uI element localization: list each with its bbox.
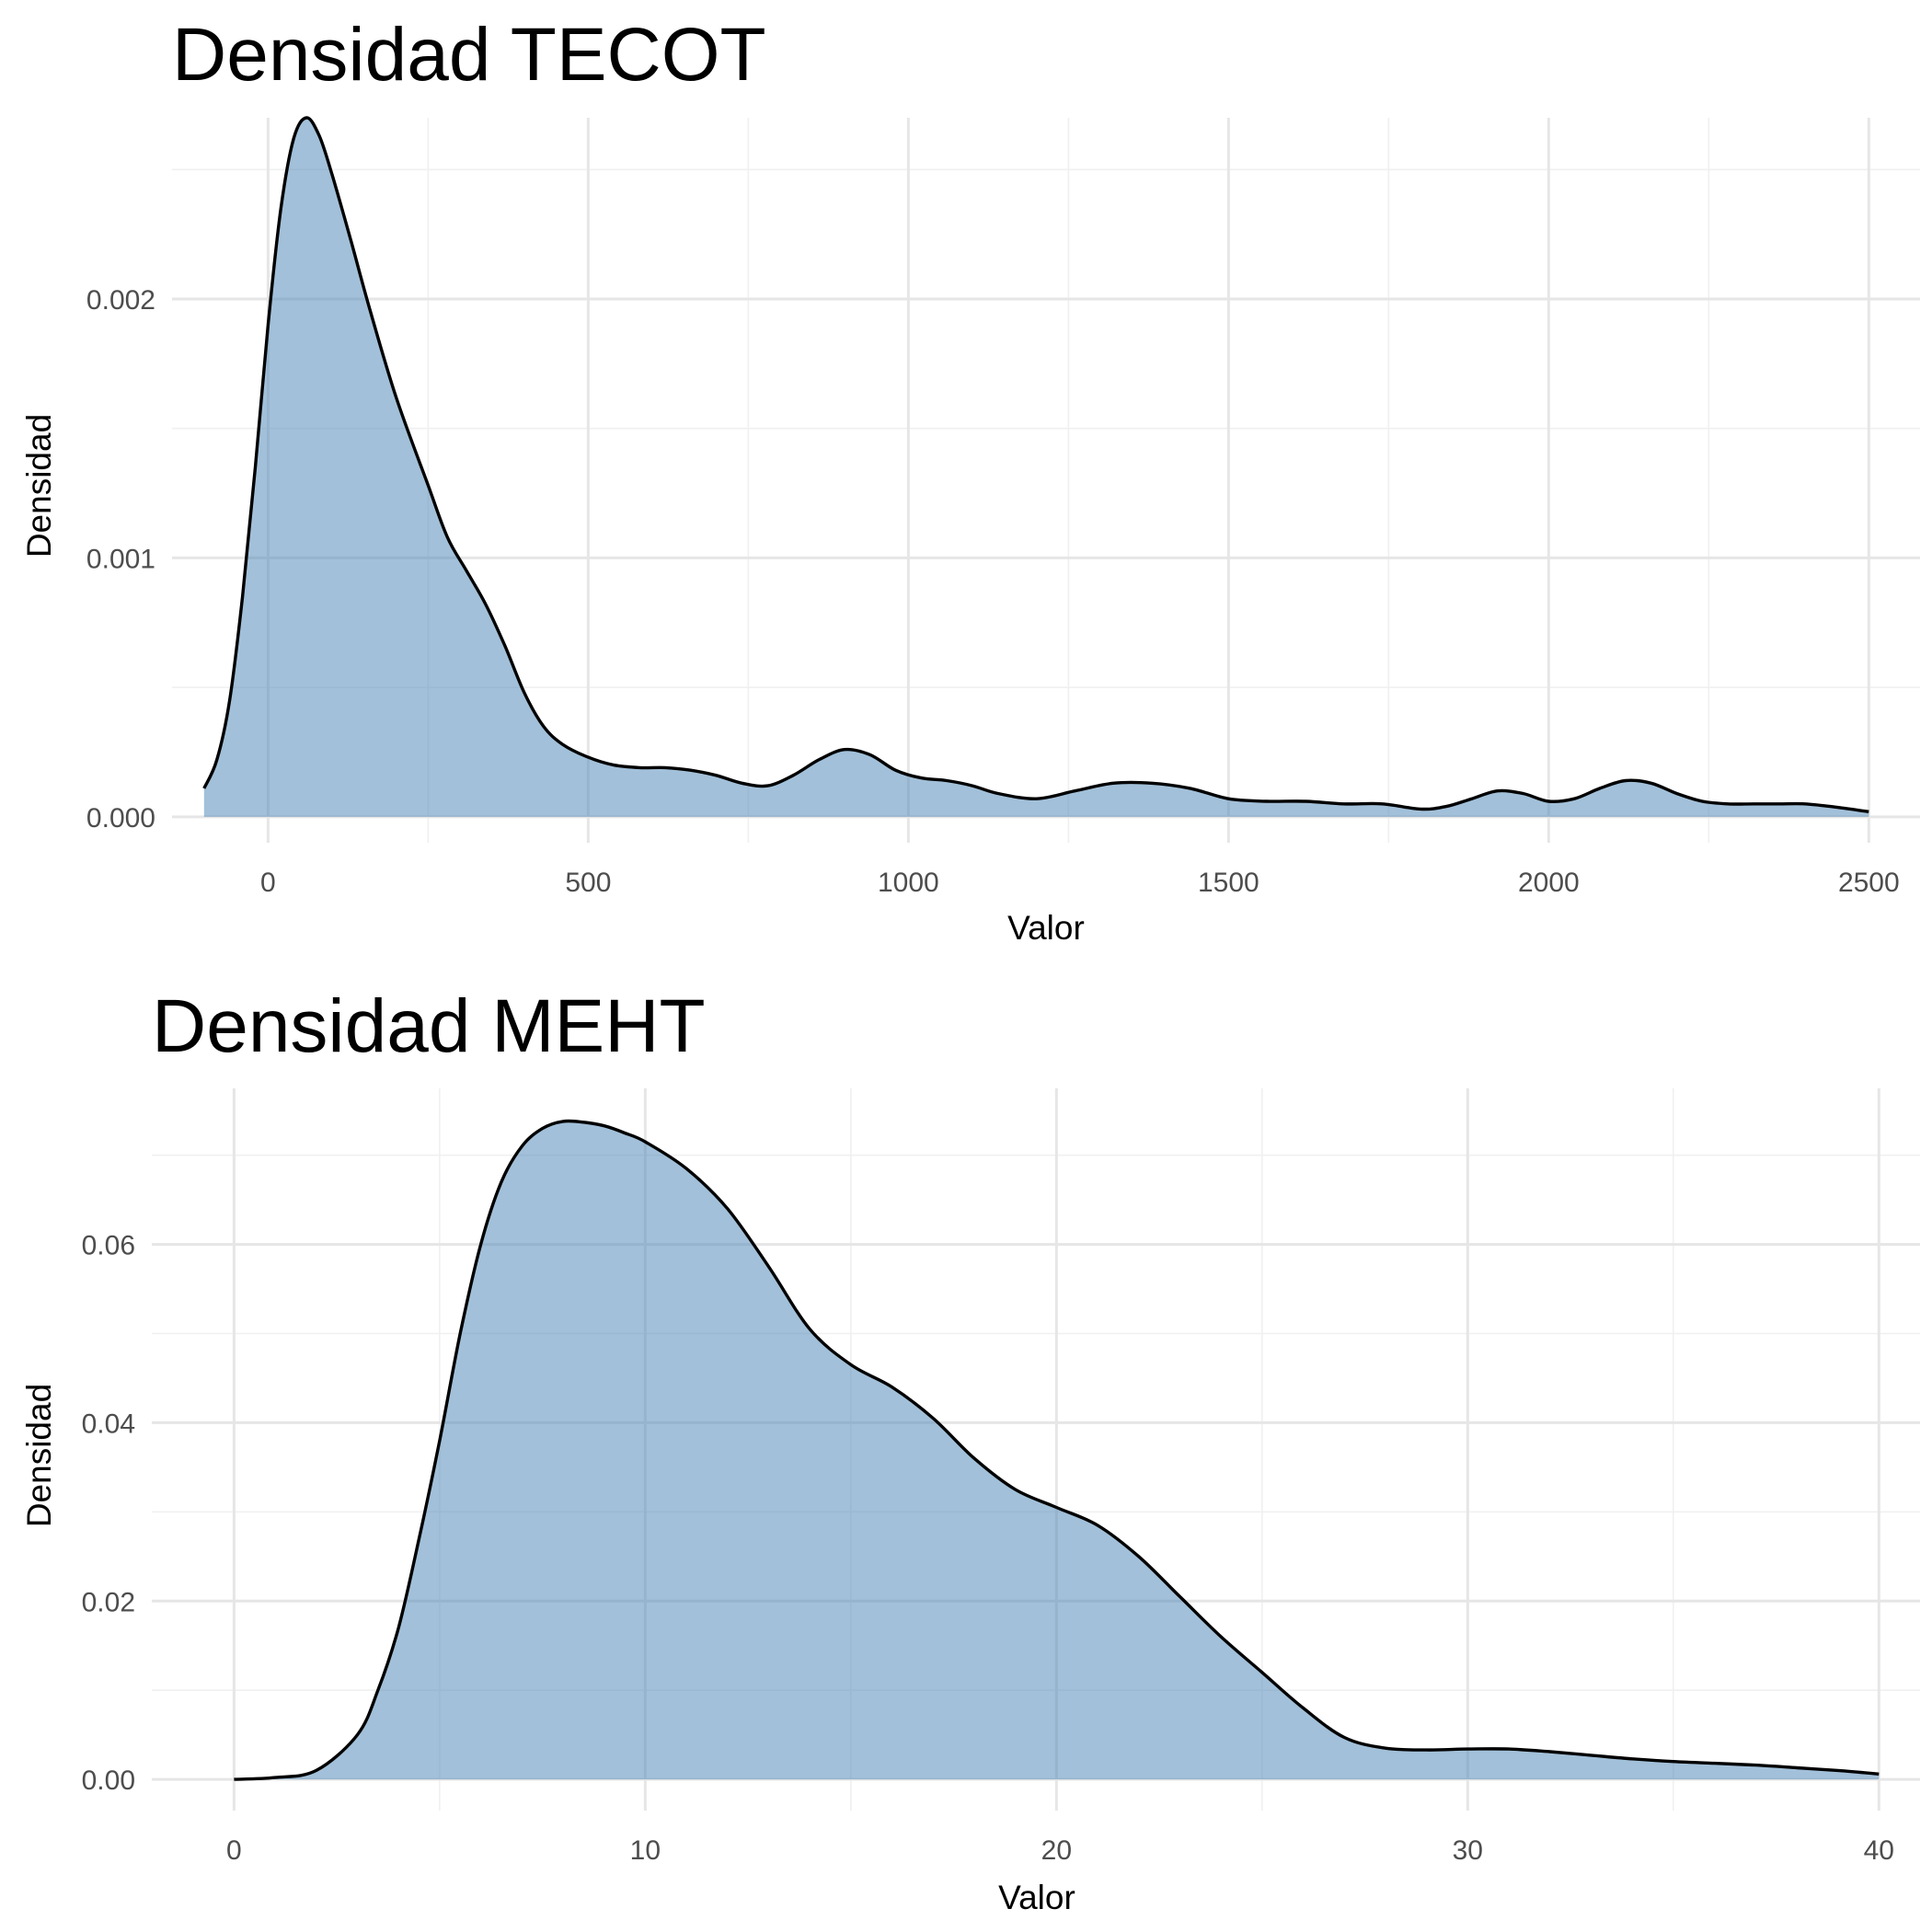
tecot-x-tick-label: 2500 bbox=[1838, 868, 1900, 898]
meht-y-tick-label: 0.04 bbox=[82, 1409, 135, 1439]
meht-y-axis-title: Densidad bbox=[20, 1384, 58, 1527]
tecot-density-panel: Densidad TECOT 0 500 1000 1500 2000 2500 0.00… bbox=[20, 13, 1920, 947]
meht-density-panel: Densidad MEHT 0 10 20 30 40 0.00 0.02 0.04 0.06… bbox=[20, 984, 1920, 1916]
tecot-x-tick-label: 1000 bbox=[878, 868, 939, 898]
tecot-density-area-layer bbox=[202, 116, 1869, 817]
meht-density-area bbox=[234, 1121, 1880, 1780]
meht-x-tick-label: 0 bbox=[226, 1835, 242, 1866]
tecot-y-axis-title: Densidad bbox=[20, 414, 58, 558]
tecot-y-tick-labels: 0.000 0.001 0.002 bbox=[86, 285, 155, 834]
meht-x-tick-label: 20 bbox=[1041, 1835, 1072, 1866]
tecot-y-tick-label: 0.000 bbox=[86, 803, 155, 834]
meht-chart-title: Densidad MEHT bbox=[152, 984, 706, 1068]
meht-x-tick-label: 30 bbox=[1453, 1835, 1483, 1866]
tecot-density-line bbox=[202, 116, 1869, 813]
tecot-density-area bbox=[203, 117, 1869, 817]
tecot-x-tick-label: 500 bbox=[565, 868, 611, 898]
meht-x-tick-label: 40 bbox=[1864, 1835, 1894, 1866]
tecot-x-tick-label: 2000 bbox=[1518, 868, 1580, 898]
tecot-x-tick-labels: 0 500 1000 1500 2000 2500 bbox=[260, 868, 1900, 898]
meht-y-tick-label: 0.02 bbox=[82, 1587, 135, 1617]
meht-density-area-layer bbox=[234, 1119, 1880, 1781]
tecot-chart-title: Densidad TECOT bbox=[172, 13, 766, 97]
tecot-x-axis-title: Valor bbox=[1007, 909, 1085, 947]
meht-x-axis-title: Valor bbox=[998, 1879, 1075, 1916]
meht-y-tick-label: 0.00 bbox=[82, 1765, 135, 1796]
tecot-y-tick-label: 0.002 bbox=[86, 285, 155, 316]
meht-x-tick-labels: 0 10 20 30 40 bbox=[226, 1835, 1894, 1866]
meht-x-tick-label: 10 bbox=[630, 1835, 661, 1866]
meht-y-tick-label: 0.06 bbox=[82, 1231, 135, 1261]
meht-y-tick-labels: 0.00 0.02 0.04 0.06 bbox=[82, 1231, 135, 1796]
tecot-x-tick-label: 1500 bbox=[1198, 868, 1259, 898]
tecot-x-tick-label: 0 bbox=[260, 868, 276, 898]
tecot-y-tick-label: 0.001 bbox=[86, 544, 155, 574]
meht-density-line bbox=[234, 1119, 1880, 1781]
